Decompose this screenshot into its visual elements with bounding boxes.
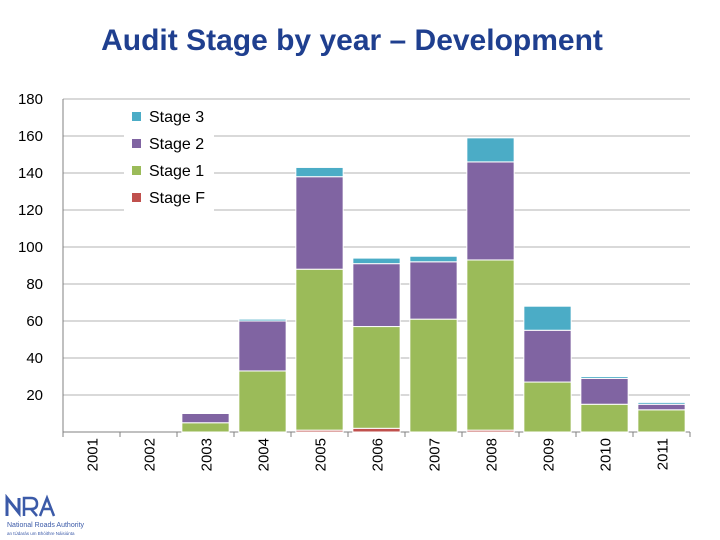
bar-stage-3-2005: [295, 166, 344, 178]
bar-stage-3-2008: [466, 137, 515, 163]
legend-label: Stage F: [149, 190, 205, 207]
bar-stage-3-2010: [580, 376, 629, 379]
bar-stage-1-2005: [295, 268, 344, 431]
x-tick-label: 2005: [313, 438, 330, 471]
bar-stage-f-2006: [352, 427, 401, 433]
y-tick-label: 60: [26, 313, 43, 330]
bar-stage-1-2011: [637, 409, 686, 433]
bar-stage-2-2004: [238, 320, 287, 372]
bar-stage-2-2003: [181, 413, 230, 424]
legend-swatch: [132, 112, 141, 121]
bar-stage-1-2004: [238, 370, 287, 433]
x-tick-label: 2010: [598, 438, 615, 471]
legend-swatch: [132, 166, 141, 175]
y-tick-label: 180: [18, 91, 43, 108]
x-tick-label: 2003: [199, 438, 216, 471]
y-tick-label: 160: [18, 128, 43, 145]
bar-stage-3-2007: [409, 255, 458, 263]
bar-stage-2-2007: [409, 261, 458, 320]
x-tick-label: 2009: [541, 438, 558, 471]
x-tick-label: 2002: [142, 438, 159, 471]
y-tick-label: 40: [26, 350, 43, 367]
bar-stage-1-2009: [523, 381, 572, 433]
y-tick-label: 80: [26, 276, 43, 293]
x-tick-label: 2004: [256, 438, 273, 471]
bar-stage-3-2006: [352, 257, 401, 265]
legend-label: Stage 1: [149, 163, 204, 180]
bar-stage-2-2008: [466, 161, 515, 261]
bar-stage-2-2009: [523, 329, 572, 383]
logo-tagline: an tÚdarás um Bhóithre Náisiúnta: [7, 530, 75, 536]
x-tick-label: 2006: [370, 438, 387, 471]
chart-title: Audit Stage by year – Development: [101, 24, 603, 57]
y-tick-label: 20: [26, 387, 43, 404]
x-tick-label: 2001: [85, 438, 102, 471]
bar-stage-2-2005: [295, 176, 344, 270]
x-tick-label: 2007: [427, 438, 444, 471]
y-tick-label: 140: [18, 165, 43, 182]
bar-stage-1-2003: [181, 422, 230, 433]
legend-label: Stage 3: [149, 109, 204, 126]
logo-name: National Roads Authority: [7, 522, 85, 529]
legend-label: Stage 2: [149, 136, 204, 153]
x-tick-label: 2011: [655, 438, 672, 470]
bar-stage-2-2006: [352, 263, 401, 328]
bar-stage-3-2011: [637, 401, 686, 405]
bar-stage-1-2007: [409, 318, 458, 433]
nra-logo-mark: [5, 494, 56, 518]
bar-stage-1-2008: [466, 259, 515, 431]
bar-stage-3-2004: [238, 318, 287, 322]
x-tick-label: 2008: [484, 438, 501, 471]
nra-logo: National Roads Authority an tÚdarás um B…: [5, 494, 85, 536]
bar-stage-1-2006: [352, 326, 401, 429]
legend-swatch: [132, 193, 141, 202]
legend-swatch: [132, 139, 141, 148]
bar-stage-3-2009: [523, 305, 572, 331]
bar-stage-1-2010: [580, 403, 629, 433]
y-tick-label: 100: [18, 239, 43, 256]
y-tick-label: 120: [18, 202, 43, 219]
bar-stage-2-2010: [580, 377, 629, 405]
bar-stage-2-2011: [637, 403, 686, 411]
